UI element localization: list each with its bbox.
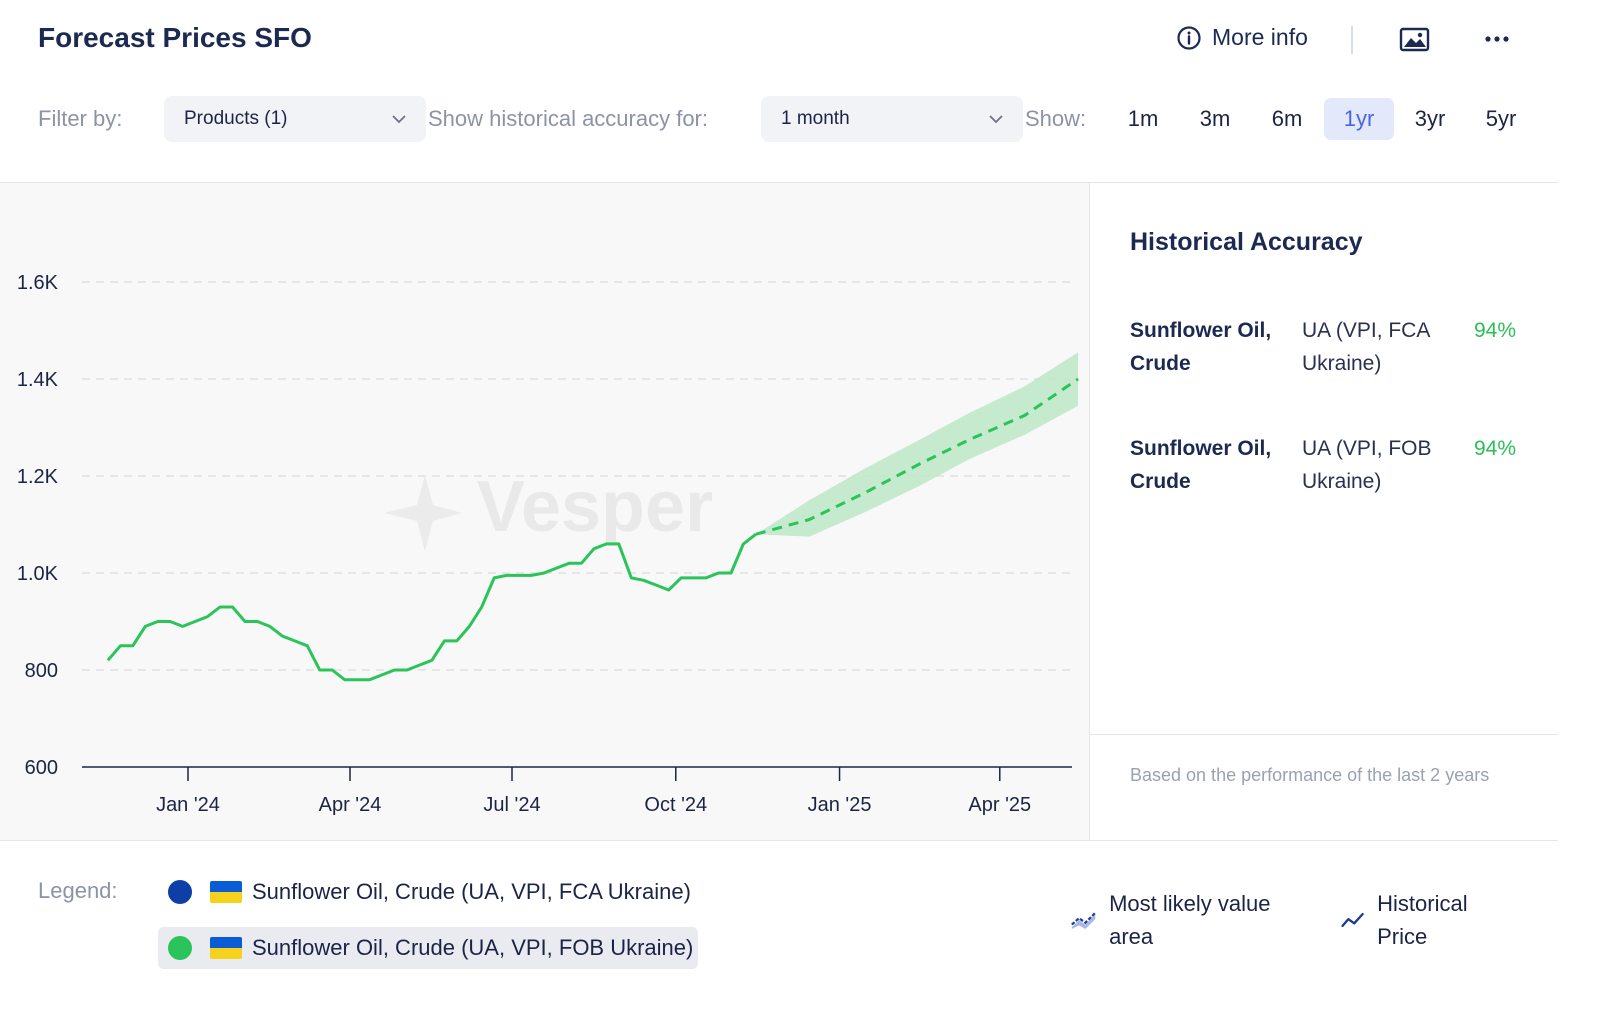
- watermark-star-icon: [384, 475, 462, 551]
- series-color-dot: [168, 880, 192, 904]
- accuracy-period-value: 1 month: [781, 108, 850, 129]
- image-export-icon[interactable]: [1399, 24, 1431, 54]
- key-historical-price: Historical Price: [1340, 887, 1500, 953]
- range-button-1yr[interactable]: 1yr: [1324, 98, 1394, 140]
- header-separator: [0, 182, 1558, 183]
- products-select-value: Products (1): [184, 108, 288, 129]
- forecast-range-area: [755, 352, 1079, 537]
- show-label: Show:: [1025, 106, 1087, 131]
- series-color-dot: [168, 936, 192, 960]
- range-button-5yr[interactable]: 5yr: [1485, 106, 1517, 131]
- historical-accuracy-label: Show historical accuracy for:: [428, 106, 708, 131]
- accuracy-note-divider: [1090, 734, 1558, 735]
- accuracy-location: UA (VPI, FOB Ukraine): [1302, 437, 1432, 493]
- x-tick-label: Oct '24: [644, 794, 707, 816]
- range-button-1m[interactable]: 1m: [1127, 106, 1159, 131]
- y-tick-label: 1.2K: [17, 466, 59, 488]
- line-chart-icon: [1341, 912, 1364, 928]
- chevron-down-icon: [392, 115, 406, 124]
- filter-label: Filter by:: [38, 106, 123, 131]
- y-tick-label: 1.4K: [17, 369, 59, 391]
- x-tick-label: Jul '24: [483, 794, 540, 816]
- accuracy-percent: 94%: [1474, 437, 1517, 460]
- range-button-3m[interactable]: 3m: [1199, 106, 1231, 131]
- chart-panel: Vesper 600 800 1.0K 1.2K 1.4K 1.6K Jan '24 Apr…: [0, 183, 1089, 840]
- more-info-label: More info: [1212, 24, 1308, 50]
- chart-divider: [1089, 183, 1090, 840]
- x-tick-label: Apr '25: [968, 794, 1031, 816]
- price-chart[interactable]: Vesper 600 800 1.0K 1.2K 1.4K 1.6K Jan '24 Apr…: [0, 183, 1089, 840]
- forecast-line[interactable]: [755, 377, 1079, 536]
- key-area-label: Most likely value area: [1109, 891, 1271, 949]
- legend-separator: [0, 840, 1558, 841]
- legend-label: Legend:: [38, 878, 118, 903]
- accuracy-title: Historical Accuracy: [1130, 228, 1363, 256]
- header: Forecast Prices SFO More info Filter by:…: [0, 0, 1558, 182]
- page-title: Forecast Prices SFO: [38, 22, 312, 53]
- ukraine-flag-icon: [210, 937, 242, 959]
- range-button-6m[interactable]: 6m: [1271, 106, 1303, 131]
- legend-item-label: Sunflower Oil, Crude (UA, VPI, FCA Ukrai…: [252, 879, 691, 904]
- key-most-likely-area: Most likely value area: [1070, 887, 1300, 953]
- x-tick-label: Jan '25: [808, 794, 872, 816]
- products-select[interactable]: Products (1): [164, 96, 426, 142]
- key-price-label: Historical Price: [1377, 891, 1468, 949]
- header-divider: [1351, 26, 1353, 54]
- more-options-icon[interactable]: [1482, 26, 1514, 52]
- more-info-button[interactable]: More info: [1176, 24, 1308, 51]
- info-icon: [1177, 25, 1201, 50]
- accuracy-period-select[interactable]: 1 month: [761, 96, 1023, 142]
- area-chart-icon: [1071, 912, 1097, 930]
- legend-item-fca[interactable]: Sunflower Oil, Crude (UA, VPI, FCA Ukrai…: [158, 871, 698, 913]
- watermark: Vesper: [477, 467, 713, 547]
- legend-item-fob[interactable]: Sunflower Oil, Crude (UA, VPI, FOB Ukrai…: [158, 927, 698, 969]
- x-tick-label: Jan '24: [156, 794, 220, 816]
- accuracy-product: Sunflower Oil, Crude: [1130, 319, 1272, 375]
- y-tick-label: 1.0K: [17, 563, 59, 585]
- x-tick-label: Apr '24: [319, 794, 382, 816]
- historical-price-line[interactable]: [106, 533, 757, 682]
- accuracy-percent: 94%: [1474, 319, 1517, 342]
- ukraine-flag-icon: [210, 881, 242, 903]
- chevron-down-icon: [989, 115, 1003, 124]
- accuracy-location: UA (VPI, FCA Ukraine): [1302, 319, 1430, 375]
- y-tick-label: 1.6K: [17, 272, 59, 294]
- y-tick-label: 600: [25, 757, 58, 779]
- legend-item-label: Sunflower Oil, Crude (UA, VPI, FOB Ukrai…: [252, 935, 694, 960]
- range-button-3yr[interactable]: 3yr: [1414, 106, 1446, 131]
- accuracy-note: Based on the performance of the last 2 y…: [1130, 765, 1490, 785]
- y-tick-label: 800: [25, 660, 58, 682]
- accuracy-product: Sunflower Oil, Crude: [1130, 437, 1272, 493]
